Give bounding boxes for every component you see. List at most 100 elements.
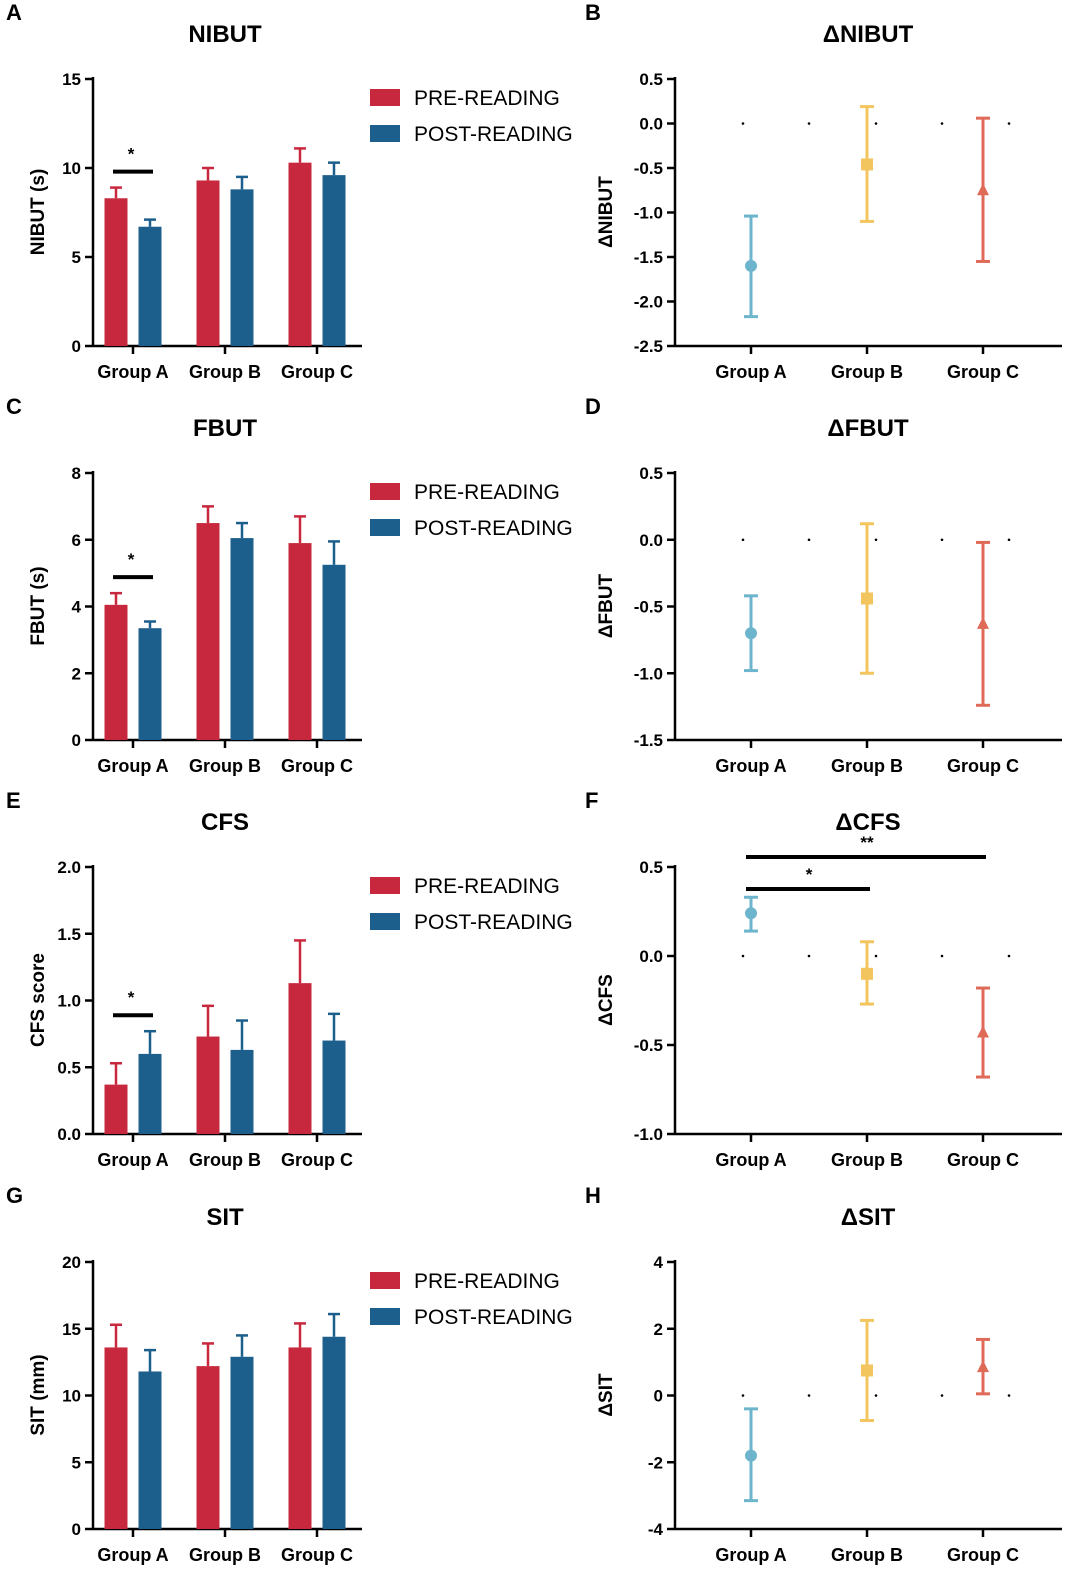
panel-a-legend-post: POST-READING [414,123,573,146]
panel-d-y-tick-label: -1.5 [634,731,663,750]
panel-g-y-tick-label: 15 [62,1320,81,1339]
panel-g-bar [322,1336,346,1529]
panel-b-y-tick-label: -1.5 [634,248,663,267]
panel-f-point [745,907,757,920]
panel-g: G SIT SIT (mm) 0 5 10 15 20 Group A Group B Group … [6,1183,573,1565]
panel-b-zero-dot [874,122,878,125]
panel-h-zero-dot [1007,1394,1011,1397]
panel-a-bar [104,198,128,346]
panel-f-y-label: ΔCFS [596,974,617,1026]
panel-g-y-tick-label: 5 [72,1453,81,1472]
panel-d-y-tick-label: -1.0 [634,664,663,683]
panel-f: F ΔCFS ΔCFS 0.5 0.0 -0.5 -1.0 Group A Group B Gro… [585,788,1062,1170]
panel-a-x-tick-label: Group A [97,362,168,382]
panel-c-y-tick-label: 8 [72,464,81,483]
panel-b-y-tick-label: -1.0 [634,204,663,223]
panel-c-legend-swatch-pre [370,483,400,500]
panel-b-point [861,158,873,171]
panel-f-x-tick-label: Group C [947,1150,1019,1170]
panel-h-point [745,1449,757,1462]
panel-b-x-tick-label: Group A [715,362,786,382]
panel-c-bar [322,564,346,740]
panel-h-y-tick-label: -4 [648,1520,664,1539]
panel-a-title: NIBUT [188,21,262,48]
panel-g-legend-pre: PRE-READING [414,1270,560,1293]
panel-e-title: CFS [201,809,249,836]
panel-b-y-label: ΔNIBUT [596,176,617,248]
panel-c-x-tick-label: Group C [281,756,353,776]
panel-h-y-tick-label: 2 [654,1320,663,1339]
panel-e-significance-label: * [128,988,135,1007]
panel-b-zero-dot [940,122,944,125]
panel-a-legend-swatch-post [370,125,400,142]
panel-b-point [745,259,757,272]
panel-c-bar [288,543,312,740]
panel-e: E CFS CFS score 0.0 0.5 1.0 1.5 2.0 Group A Group… [6,788,573,1170]
panel-d-x-tick-label: Group A [715,756,786,776]
panel-e-y-label: CFS score [28,953,49,1047]
panel-b-letter: B [585,0,601,25]
panel-e-x-tick-label: Group A [97,1150,168,1170]
panel-f-point [861,967,873,980]
panel-f-zero-dot [807,954,811,958]
panel-g-legend-swatch-post [370,1308,400,1325]
panel-c-x-tick-label: Group B [189,756,261,776]
panel-h: H ΔSIT ΔSIT 4 2 0 -2 -4 Group A Group B Group C [585,1183,1062,1565]
panel-a: A NIBUT NIBUT (s) 0 5 10 15 Group A Group B Group… [6,0,573,382]
panel-e-bar [322,1040,346,1134]
panel-f-x-tick-label: Group A [715,1150,786,1170]
panel-h-y-label: ΔSIT [596,1373,617,1417]
panel-b-y-tick-label: -2.0 [634,293,663,312]
panel-g-x-tick-label: Group C [281,1545,353,1565]
panel-c-bar [138,628,162,740]
panel-f-zero-dot [874,954,878,958]
panel-h-y-tick-label: -2 [648,1453,663,1472]
panel-f-significance-label: * [806,865,813,884]
panel-a-letter: A [6,0,22,25]
panel-h-point [861,1364,873,1377]
panel-h-zero-dot [741,1394,745,1397]
panel-c-legend-swatch-post [370,519,400,536]
panel-h-y-tick-label: 4 [654,1253,664,1272]
panel-a-bar [230,189,254,346]
panel-h-letter: H [585,1183,601,1208]
panel-g-bar [104,1347,128,1529]
panel-d-zero-dot [1007,538,1011,542]
panel-a-y-label: NIBUT (s) [28,169,49,256]
panel-b-y-tick-label: -0.5 [634,159,663,178]
panel-f-significance-label: ** [860,833,874,852]
panel-b-zero-dot [1007,122,1011,125]
panel-a-y-tick-label: 10 [62,159,81,178]
panel-f-zero-dot [940,954,944,958]
panel-a-x-tick-label: Group B [189,362,261,382]
panel-g-title: SIT [206,1204,244,1231]
panel-f-y-tick-label: 0.0 [639,947,663,966]
panel-h-zero-dot [807,1394,811,1397]
panel-e-y-tick-label: 1.0 [57,992,81,1011]
panel-f-zero-dot [741,954,745,958]
panel-b-x-tick-label: Group B [831,362,903,382]
panel-e-bar [104,1084,128,1134]
panel-a-y-tick-label: 0 [72,337,81,356]
panel-b-title: ΔNIBUT [823,21,914,48]
panel-e-x-tick-label: Group C [281,1150,353,1170]
panel-a-significance-label: * [128,145,135,164]
panel-d-zero-dot [874,538,878,542]
panel-c-bar [230,538,254,740]
panel-c-x-tick-label: Group A [97,756,168,776]
panel-d-point [977,616,989,629]
panel-f-letter: F [585,788,598,813]
panel-d-y-tick-label: 0.0 [639,531,663,550]
panel-a-bar [288,162,312,346]
panel-d-point [861,592,873,605]
panel-g-x-tick-label: Group A [97,1545,168,1565]
panel-e-bar [288,983,312,1134]
panel-e-legend-post: POST-READING [414,911,573,934]
panel-b: B ΔNIBUT ΔNIBUT 0.5 0.0 -0.5 -1.0 -1.5 -2.0 -2.5 G… [585,0,1062,382]
panel-a-bar [196,180,220,346]
panel-a-bar [138,226,162,346]
panel-b-point [977,183,989,196]
panel-h-y-tick-label: 0 [654,1387,663,1406]
panel-g-y-tick-label: 0 [72,1520,81,1539]
